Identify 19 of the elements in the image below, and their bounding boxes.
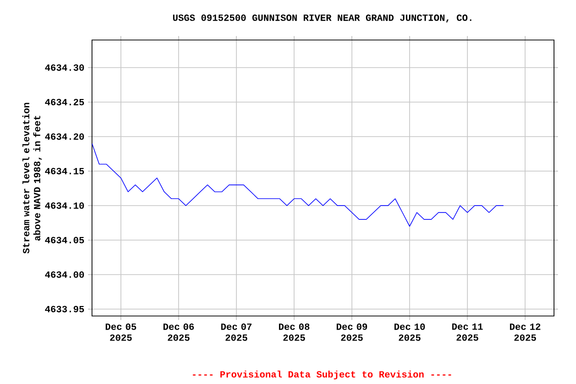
y-tick-label: 4634.25: [45, 98, 84, 106]
y-tick-label: 4634.30: [45, 64, 84, 71]
chart-title: USGS 09152500 GUNNISON RIVER NEAR GRAND JUNCTION, CO.: [173, 14, 472, 22]
x-tick-label: Dec 10 2025: [394, 323, 425, 341]
x-tick-label: Dec 09 2025: [336, 323, 368, 341]
x-tick-label: Dec 06 2025: [163, 323, 194, 341]
text: ---- Provisional Data Subject to Revision ----: [192, 370, 452, 380]
y-tick-label: 4634.10: [45, 202, 84, 209]
y-tick-label: 4634.00: [45, 271, 84, 278]
x-tick-label: Dec 12 2025: [510, 323, 540, 341]
y-tick-label: 4633.95: [45, 306, 84, 312]
x-tick-label: Dec 08 2025: [278, 323, 310, 341]
y-tick-label: 4634.15: [45, 168, 84, 174]
x-tick-label: Dec 11 2025: [452, 323, 483, 341]
y-tick-label: 4634.20: [45, 133, 84, 140]
y-tick-label: 4634.05: [45, 236, 84, 244]
y-axis-title: Stream water level elevation above NAVD 1988, in feet: [22, 102, 42, 254]
x-tick-label: Dec 05 2025: [106, 323, 136, 341]
x-tick-label: Dec 07 2025: [221, 323, 252, 341]
